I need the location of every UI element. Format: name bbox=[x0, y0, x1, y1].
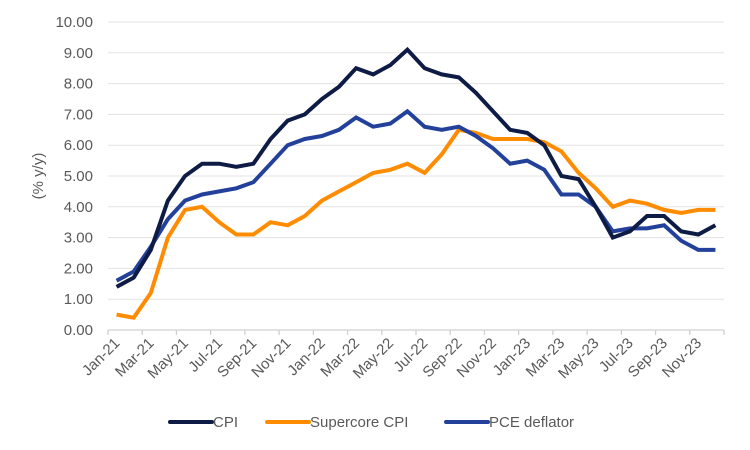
y-axis-ticks: 0.00 1.00 2.00 3.00 4.00 5.00 6.00 7.00 8.00 9.00… bbox=[55, 14, 93, 339]
y-tick-label: 0.00 bbox=[64, 322, 93, 339]
gridlines bbox=[108, 21, 724, 300]
series-line-supercore-cpi bbox=[116, 127, 716, 320]
x-tick-label: Nov-22 bbox=[454, 335, 500, 381]
y-tick-label: 10.00 bbox=[55, 14, 93, 31]
y-tick-label: 3.00 bbox=[64, 230, 93, 247]
series-lines bbox=[115, 46, 717, 320]
x-axis-ticks: Jan-21Mar-21May-21Jul-21Sep-21Nov-21Jan-… bbox=[79, 335, 705, 382]
y-tick-label: 4.00 bbox=[64, 199, 93, 216]
y-tick-label: 2.00 bbox=[64, 260, 93, 277]
legend-item: Supercore CPI bbox=[265, 414, 408, 431]
series-line-cpi bbox=[115, 46, 717, 289]
y-tick-label: 6.00 bbox=[64, 137, 93, 154]
y-tick-label: 5.00 bbox=[64, 168, 93, 185]
x-tick-label: Nov-23 bbox=[659, 335, 705, 381]
legend: CPI Supercore CPI PCE deflator bbox=[168, 414, 574, 431]
legend-item: CPI bbox=[168, 414, 238, 431]
y-axis-label: (% y/y) bbox=[30, 153, 47, 200]
x-axis bbox=[107, 329, 725, 335]
legend-item: PCE deflator bbox=[444, 414, 574, 431]
y-tick-label: 1.00 bbox=[64, 291, 93, 308]
legend-label: PCE deflator bbox=[489, 414, 574, 431]
series-line-pce-deflator bbox=[115, 108, 716, 283]
x-tick-label: Nov-21 bbox=[248, 335, 294, 381]
y-tick-label: 7.00 bbox=[64, 106, 93, 123]
y-tick-label: 8.00 bbox=[64, 76, 93, 93]
y-tick-label: 9.00 bbox=[64, 45, 93, 62]
legend-label: Supercore CPI bbox=[310, 414, 408, 431]
legend-label: CPI bbox=[213, 414, 238, 431]
